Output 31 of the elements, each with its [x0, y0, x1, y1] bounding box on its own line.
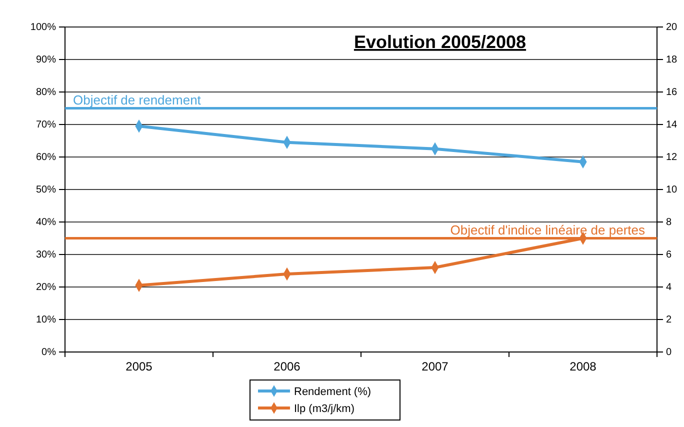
y-tick-label: 50% — [36, 184, 56, 196]
ref-line-label: Objectif de rendement — [73, 92, 202, 108]
legend-label: Ilp (m3/j/km) — [294, 403, 354, 415]
y2-tick-label: 10 — [666, 184, 678, 196]
y-tick-label: 90% — [36, 54, 56, 66]
y-tick-label: 10% — [36, 314, 56, 326]
y2-tick-label: 16 — [666, 87, 678, 98]
y2-tick-label: 20 — [666, 22, 678, 34]
x-tick-label: 2008 — [570, 360, 597, 374]
x-tick-label: 2006 — [274, 360, 301, 374]
y2-tick-label: 6 — [666, 250, 672, 261]
y2-tick-label: 12 — [666, 152, 678, 164]
x-tick-label: 2005 — [126, 360, 153, 374]
y2-tick-label: 0 — [666, 347, 672, 358]
y-tick-label: 0% — [42, 347, 56, 358]
y2-tick-label: 8 — [666, 217, 672, 228]
y-tick-label: 80% — [36, 87, 56, 98]
y-tick-label: 70% — [36, 120, 56, 131]
y-tick-label: 100% — [30, 22, 56, 34]
y2-tick-label: 18 — [666, 54, 678, 66]
y-tick-label: 20% — [36, 282, 56, 294]
x-tick-label: 2007 — [422, 360, 449, 374]
y2-tick-label: 14 — [666, 120, 678, 131]
legend-label: Rendement (%) — [294, 386, 372, 398]
y-tick-label: 60% — [36, 152, 56, 164]
y2-tick-label: 4 — [666, 282, 672, 294]
y2-tick-label: 2 — [666, 314, 672, 326]
y-tick-label: 40% — [36, 217, 56, 228]
y-tick-label: 30% — [36, 250, 56, 261]
chart-title: Evolution 2005/2008 — [354, 32, 526, 52]
ref-line-label: Objectif d'indice linéaire de pertes — [450, 222, 646, 238]
